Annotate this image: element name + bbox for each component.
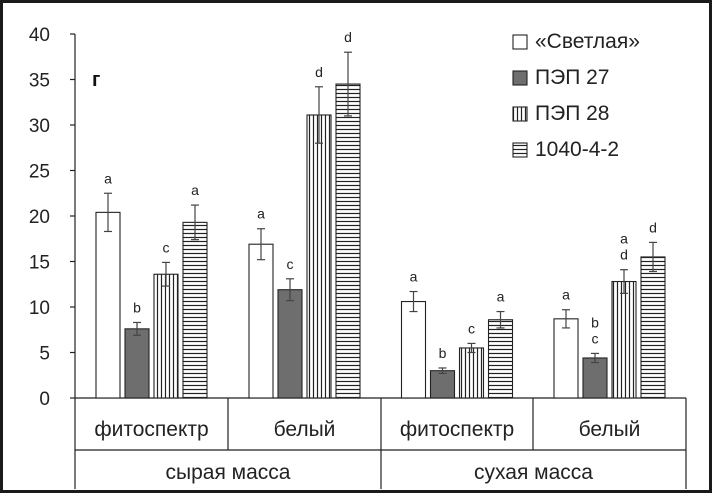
significance-letter: a	[410, 269, 418, 285]
group-label: сырая масса	[166, 461, 291, 484]
category-label: белый	[579, 418, 641, 441]
y-tick-label: 25	[29, 162, 50, 183]
bar	[400, 300, 427, 399]
significance-letter: d	[620, 247, 628, 263]
y-tick-label: 30	[29, 116, 50, 137]
bar	[458, 347, 485, 399]
category-label: фитоспектр	[400, 418, 514, 441]
significance-letter: a	[257, 206, 265, 222]
category-label: белый	[274, 418, 336, 441]
significance-letter: c	[468, 320, 475, 336]
y-tick-label: 10	[29, 298, 50, 319]
legend-label: 1040-4-2	[535, 138, 619, 161]
significance-letter: a	[620, 231, 628, 247]
significance-letter: c	[163, 239, 170, 255]
panel-label: г	[92, 69, 100, 91]
group-label: сухая масса	[474, 461, 593, 484]
bar	[640, 256, 666, 399]
bar	[153, 273, 179, 399]
plot-area: 0 5 10 15 20 25 30 35 40 фитоспектр белый сырая мас…	[29, 25, 687, 489]
significance-letter: a	[562, 287, 570, 303]
y-tick-label: 40	[29, 25, 50, 46]
legend-label: ПЭП 27	[535, 66, 609, 89]
significance-letter: a	[104, 170, 112, 186]
bar	[611, 280, 637, 399]
bar	[487, 319, 514, 399]
bar	[124, 328, 150, 399]
bar	[582, 357, 608, 399]
category-label: фитоспектр	[94, 418, 208, 441]
significance-letter: a	[191, 182, 199, 198]
significance-letter: d	[315, 64, 323, 80]
legend: «Светлая» ПЭП 27 ПЭП 28 1040-4-2	[512, 30, 640, 161]
significance-letter: a	[497, 289, 505, 305]
bar	[306, 114, 332, 399]
y-tick-label: 20	[29, 207, 50, 228]
y-tick-label: 35	[29, 71, 50, 92]
bar	[335, 83, 361, 399]
significance-letter: c	[592, 330, 599, 346]
bar	[248, 243, 274, 399]
bar	[277, 289, 303, 399]
legend-label: ПЭП 28	[535, 102, 609, 125]
legend-label: «Светлая»	[535, 30, 640, 53]
legend-swatch	[512, 106, 528, 122]
y-tick-label: 15	[29, 253, 50, 274]
significance-letter: b	[591, 314, 599, 330]
significance-letter: d	[649, 219, 657, 235]
bar	[429, 370, 456, 399]
bar	[182, 221, 208, 399]
significance-letter: c	[287, 256, 294, 272]
bar	[553, 318, 579, 399]
significance-letter: d	[344, 29, 352, 45]
legend-swatch	[512, 70, 528, 86]
legend-swatch	[512, 34, 528, 50]
y-tick-label: 0	[39, 389, 50, 410]
y-tick-label: 5	[39, 344, 50, 365]
significance-letter: b	[133, 299, 141, 315]
bar	[95, 211, 121, 399]
legend-swatch	[512, 142, 528, 158]
significance-letter: b	[439, 345, 447, 361]
